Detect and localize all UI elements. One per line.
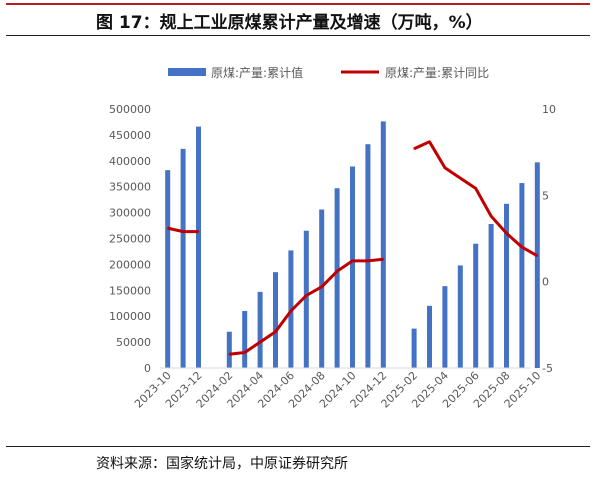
bar-2024-10 <box>350 166 355 368</box>
yoy-point-2024-02 <box>228 353 231 355</box>
y-right-tick-label: 5 <box>542 189 549 202</box>
bar-2024-07 <box>303 230 309 368</box>
bar-2025-04 <box>442 286 448 368</box>
y-right-tick-label: 0 <box>542 276 549 289</box>
yoy-point-2024-05 <box>274 330 277 333</box>
yoy-point-2025-10 <box>536 254 539 257</box>
bar-series <box>165 121 540 368</box>
bar-2024-08 <box>319 209 325 368</box>
bar-2025-05 <box>457 265 463 368</box>
y-axis-left: 0 50000 100000 150000 200000 250000 300000 3500… <box>109 103 151 375</box>
legend-label-cumulative-output: 原煤:产量:累计值 <box>211 65 303 80</box>
yoy-point-2024-06 <box>290 310 292 312</box>
bar-2025-08 <box>504 203 509 368</box>
y-left-tick-label: 200000 <box>109 258 151 271</box>
yoy-point-2024-09 <box>336 270 338 273</box>
x-axis: 2023-102023-122024-022024-042024-062024-… <box>132 369 543 411</box>
line-series <box>166 140 539 356</box>
yoy-point-2025-03 <box>428 141 431 143</box>
yoy-point-2024-07 <box>305 294 308 297</box>
source-note: 资料来源：国家统计局，中原证券研究所 <box>96 456 348 472</box>
yoy-point-2025-07 <box>490 215 492 217</box>
y-left-tick-label: 300000 <box>109 207 151 220</box>
bar-2025-03 <box>427 305 432 368</box>
y-right-tick-label: -5 <box>542 362 553 375</box>
bar-2025-10 <box>534 162 540 368</box>
y-left-tick-label: 500000 <box>109 103 151 116</box>
y-left-tick-label: 150000 <box>109 284 151 297</box>
yoy-point-2024-11 <box>367 260 369 262</box>
yoy-point-2025-09 <box>521 246 523 248</box>
bar-2023-12 <box>196 126 201 368</box>
bar-2025-06 <box>473 243 479 368</box>
bar-2023-10 <box>165 170 171 368</box>
yoy-point-2024-10 <box>351 260 354 262</box>
yoy-point-2024-08 <box>320 286 323 288</box>
y-left-tick-label: 50000 <box>116 336 151 349</box>
yoy-point-2023-10 <box>166 227 169 229</box>
y-left-tick-label: 250000 <box>109 233 151 246</box>
bar-2025-09 <box>519 183 525 368</box>
bar-2024-09 <box>334 188 340 368</box>
y-left-tick-label: 450000 <box>109 129 151 142</box>
y-left-tick-label: 0 <box>144 362 151 375</box>
bar-2024-04 <box>257 291 263 368</box>
yoy-point-2024-12 <box>382 258 385 261</box>
yoy-point-2024-04 <box>259 341 261 343</box>
page-title: 图 17：规上工业原煤累计产量及增速（万吨，%） <box>96 13 483 33</box>
bar-2024-03 <box>242 311 248 368</box>
y-left-tick-label: 350000 <box>109 181 151 194</box>
yoy-point-2025-06 <box>474 187 477 190</box>
bar-2024-12 <box>380 121 386 368</box>
bar-2025-02 <box>411 328 417 368</box>
y-right-tick-label: 10 <box>542 103 556 116</box>
footer-divider <box>6 446 590 447</box>
yoy-point-2025-08 <box>505 232 508 235</box>
yoy-point-2023-12 <box>197 230 200 233</box>
yoy-point-2024-03 <box>243 351 246 354</box>
bar-2024-02 <box>226 331 232 368</box>
legend-swatch-cumulative-output <box>168 68 206 76</box>
y-left-tick-label: 100000 <box>109 310 151 323</box>
chart-legend: 原煤:产量:累计值 原煤:产量:累计同比 <box>168 65 489 80</box>
top-rule <box>6 3 590 5</box>
yoy-point-2023-11 <box>182 230 184 233</box>
y-axis-right: -5 0 5 10 <box>542 103 556 375</box>
bar-2025-07 <box>488 223 494 368</box>
title-divider <box>6 35 590 36</box>
yoy-point-2025-05 <box>459 177 462 179</box>
yoy-line-segment <box>413 140 539 258</box>
legend-label-yoy-growth: 原煤:产量:累计同比 <box>385 66 489 80</box>
y-left-tick-label: 400000 <box>109 155 151 168</box>
yoy-point-2025-02 <box>413 147 415 150</box>
bar-2024-05 <box>273 272 278 368</box>
bar-2024-11 <box>365 144 371 368</box>
bar-2023-11 <box>180 148 186 368</box>
yoy-point-2025-04 <box>444 166 446 169</box>
chart: 原煤:产量:累计值 原煤:产量:累计同比 0 50000 100000 150000 2… <box>109 65 556 411</box>
